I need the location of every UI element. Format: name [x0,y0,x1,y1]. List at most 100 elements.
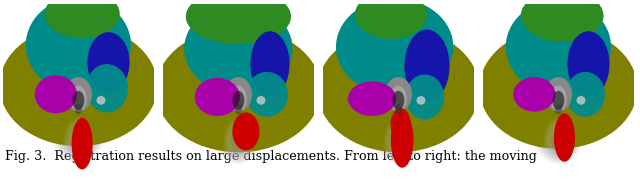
Ellipse shape [235,124,242,134]
Ellipse shape [236,125,241,132]
Ellipse shape [67,92,90,140]
Ellipse shape [557,128,559,130]
Ellipse shape [532,97,585,161]
Ellipse shape [551,130,566,154]
Ellipse shape [71,120,86,138]
Ellipse shape [77,127,83,140]
Ellipse shape [385,113,412,145]
Ellipse shape [229,97,248,135]
Ellipse shape [228,116,249,141]
Ellipse shape [237,128,239,130]
Ellipse shape [234,135,243,149]
Ellipse shape [56,101,101,157]
Ellipse shape [552,121,565,137]
Ellipse shape [257,96,266,105]
Ellipse shape [211,95,266,162]
Ellipse shape [348,81,396,116]
Ellipse shape [221,108,255,150]
Ellipse shape [232,131,245,152]
Ellipse shape [66,114,91,144]
Ellipse shape [73,117,86,150]
Ellipse shape [51,95,106,162]
Ellipse shape [396,125,401,132]
Ellipse shape [556,123,564,143]
Ellipse shape [547,115,570,143]
Ellipse shape [195,78,240,116]
Ellipse shape [224,112,253,146]
Ellipse shape [246,72,288,117]
Ellipse shape [548,94,569,138]
Ellipse shape [53,98,104,160]
Ellipse shape [541,108,575,150]
Ellipse shape [381,108,415,150]
Ellipse shape [390,98,406,133]
Ellipse shape [554,135,563,149]
Ellipse shape [64,112,93,146]
Ellipse shape [218,91,232,103]
Ellipse shape [236,137,241,147]
Ellipse shape [543,109,574,148]
Ellipse shape [545,120,572,163]
Ellipse shape [389,128,408,156]
Ellipse shape [58,103,99,154]
Ellipse shape [544,119,573,164]
Ellipse shape [548,116,569,141]
Ellipse shape [395,122,404,145]
Ellipse shape [398,128,402,138]
Ellipse shape [397,128,399,130]
Ellipse shape [388,94,409,138]
Ellipse shape [50,94,107,163]
Ellipse shape [227,123,250,161]
Ellipse shape [225,120,252,163]
Ellipse shape [376,101,421,157]
Ellipse shape [397,114,399,118]
Ellipse shape [76,137,81,147]
Ellipse shape [68,94,89,138]
Ellipse shape [233,105,244,127]
Ellipse shape [390,118,407,139]
Ellipse shape [566,72,605,117]
Ellipse shape [545,113,572,145]
Ellipse shape [231,120,246,138]
Ellipse shape [67,124,90,160]
Ellipse shape [237,141,239,143]
Ellipse shape [396,111,401,121]
Ellipse shape [232,121,245,137]
Ellipse shape [549,97,568,135]
Ellipse shape [75,104,82,114]
Ellipse shape [553,105,564,127]
Ellipse shape [387,123,410,161]
Ellipse shape [557,114,559,118]
Ellipse shape [234,120,245,146]
Ellipse shape [61,107,96,151]
Ellipse shape [77,113,80,119]
Ellipse shape [392,102,405,130]
Ellipse shape [184,4,292,93]
Ellipse shape [237,140,240,144]
Ellipse shape [233,134,244,150]
Ellipse shape [397,127,400,131]
Ellipse shape [237,127,243,140]
Ellipse shape [552,91,564,110]
Ellipse shape [63,111,93,147]
Ellipse shape [557,125,563,141]
Ellipse shape [79,132,81,135]
Ellipse shape [250,31,289,97]
Ellipse shape [388,125,409,158]
Ellipse shape [230,118,247,139]
Ellipse shape [74,120,85,146]
Ellipse shape [226,114,251,144]
Ellipse shape [223,111,253,147]
Ellipse shape [78,128,82,138]
Ellipse shape [552,131,565,152]
Ellipse shape [381,107,416,151]
Ellipse shape [57,102,100,155]
Ellipse shape [79,130,81,136]
Ellipse shape [390,108,411,141]
Ellipse shape [391,100,406,132]
Ellipse shape [230,129,246,155]
Ellipse shape [235,122,244,145]
Ellipse shape [550,129,566,155]
Ellipse shape [387,124,410,160]
Ellipse shape [380,106,417,152]
